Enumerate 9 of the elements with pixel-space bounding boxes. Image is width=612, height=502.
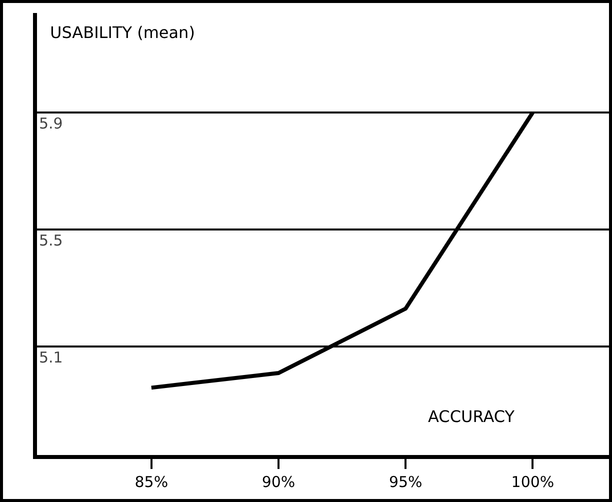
x-tick-label: 85% — [134, 473, 168, 491]
y-tick-label: 5.1 — [39, 348, 63, 366]
y-tick-label: 5.5 — [39, 231, 63, 250]
y-tick-label: 5.9 — [39, 114, 63, 132]
x-tick-label: 100% — [511, 473, 554, 491]
y-axis-title: USABILITY (mean) — [50, 23, 195, 42]
x-tick-label: 95% — [388, 473, 422, 491]
x-axis-title: ACCURACY — [428, 407, 515, 426]
x-tick-label: 90% — [262, 473, 296, 491]
